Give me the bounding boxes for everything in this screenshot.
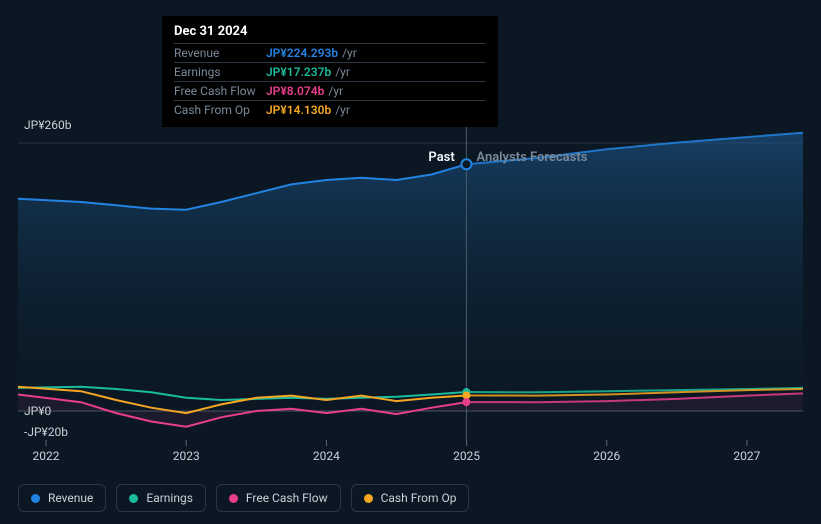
legend-item-revenue[interactable]: Revenue [18,484,106,512]
tooltip-row-unit: /yr [342,46,357,60]
legend-dot-icon [31,494,40,503]
tooltip-row-unit: /yr [335,103,350,117]
tooltip-row-value: JP¥224.293b [266,46,338,60]
x-axis-label: 2026 [593,449,620,463]
legend-dot-icon [364,494,373,503]
tooltip-title: Dec 31 2024 [174,24,486,43]
y-axis-label: JP¥260b [24,118,71,132]
x-axis-label: 2022 [33,449,60,463]
y-axis-label: JP¥0 [24,404,51,418]
tooltip-row-value: JP¥17.237b [266,65,331,79]
legend-item-cfo[interactable]: Cash From Op [351,484,470,512]
tooltip-row-label: Free Cash Flow [174,84,266,98]
plot-svg [18,125,803,440]
tooltip-row-value: JP¥14.130b [266,103,331,117]
legend-dot-icon [129,494,138,503]
legend-item-label: Earnings [146,491,193,505]
tooltip-row: EarningsJP¥17.237b/yr [174,62,486,81]
tooltip-row: RevenueJP¥224.293b/yr [174,43,486,62]
legend-item-label: Free Cash Flow [246,491,328,505]
forecast-label: Analysts Forecasts [476,150,587,165]
x-axis-labels: 2022 2023 2024 2025 2026 2027 [18,449,803,469]
x-axis-label: 2024 [313,449,340,463]
chart-container: JP¥260b JP¥0 -JP¥20b Past Analysts Forecas… [18,0,803,524]
tooltip-row-value: JP¥8.074b [266,84,324,98]
x-axis-label: 2023 [173,449,200,463]
plot-area: JP¥260bJP¥0-JP¥20b [18,125,803,440]
tooltip-row: Free Cash FlowJP¥8.074b/yr [174,81,486,100]
tooltip-row-label: Revenue [174,46,266,60]
legend-dot-icon [229,494,238,503]
tooltip-row: Cash From OpJP¥14.130b/yr [174,100,486,119]
tooltip-row-unit: /yr [335,65,350,79]
tooltip-row-label: Earnings [174,65,266,79]
legend-item-fcf[interactable]: Free Cash Flow [216,484,341,512]
past-label: Past [428,150,454,165]
tooltip: Dec 31 2024 RevenueJP¥224.293b/yrEarning… [162,16,498,127]
legend-item-label: Cash From Op [381,491,457,505]
x-axis-label: 2027 [733,449,760,463]
legend-item-label: Revenue [48,491,93,505]
x-axis-label: 2025 [453,449,480,463]
tooltip-row-label: Cash From Op [174,103,266,117]
legend-item-earnings[interactable]: Earnings [116,484,206,512]
tooltip-row-unit: /yr [328,84,343,98]
y-axis-label: -JP¥20b [24,425,68,439]
legend: Revenue Earnings Free Cash Flow Cash From O… [18,484,469,512]
